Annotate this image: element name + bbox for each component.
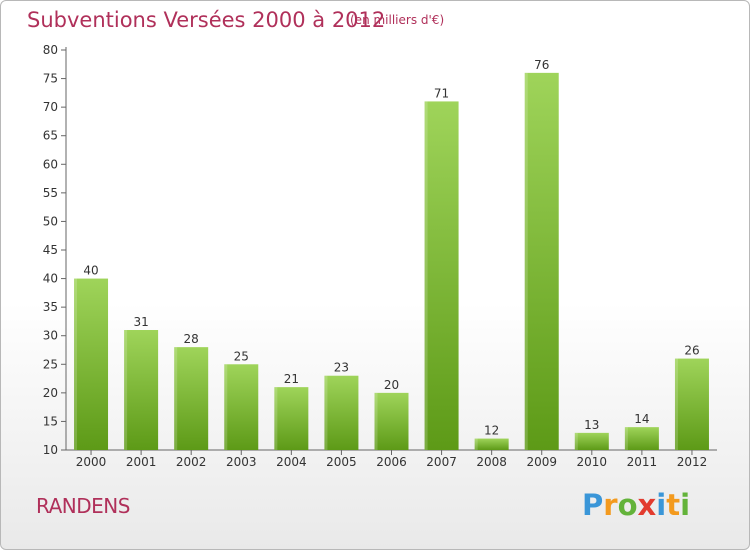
y-tick-label: 75 — [43, 72, 58, 86]
bar — [174, 347, 209, 450]
bar-highlight — [374, 392, 378, 450]
bar — [474, 438, 509, 450]
x-tick-label: 2003 — [226, 455, 257, 469]
bar-highlight — [424, 101, 428, 450]
y-tick-label: 15 — [43, 414, 58, 428]
bar-highlight — [624, 427, 628, 450]
y-tick-label: 40 — [43, 272, 58, 286]
x-tick-label: 2009 — [526, 455, 557, 469]
bar-highlight — [224, 364, 228, 450]
y-tick-label: 70 — [43, 100, 58, 114]
bar-highlight — [124, 330, 128, 450]
bar — [624, 427, 659, 450]
y-tick-label: 20 — [43, 386, 58, 400]
data-label: 26 — [684, 344, 699, 358]
x-tick-label: 2010 — [577, 455, 608, 469]
x-tick-label: 2001 — [126, 455, 157, 469]
y-tick-label: 80 — [43, 43, 58, 57]
data-label: 21 — [284, 372, 299, 386]
bar — [674, 358, 709, 450]
x-tick-label: 2002 — [176, 455, 207, 469]
bar-highlight — [674, 358, 678, 450]
bar-highlight — [74, 278, 78, 450]
x-tick-label: 2008 — [476, 455, 507, 469]
chart-unit: (en milliers d'€) — [350, 13, 445, 27]
data-label: 12 — [484, 424, 499, 438]
bar — [74, 278, 109, 450]
bar — [424, 101, 459, 450]
bar-highlight — [274, 387, 278, 450]
x-tick-label: 2011 — [627, 455, 658, 469]
y-tick-label: 10 — [43, 443, 58, 457]
bar — [524, 72, 559, 450]
bar — [124, 330, 159, 450]
bar-highlight — [324, 375, 328, 450]
commune-name: RANDENS — [36, 494, 130, 518]
y-tick-label: 50 — [43, 214, 58, 228]
bar — [374, 392, 409, 450]
bar — [224, 364, 259, 450]
data-label: 23 — [334, 361, 349, 375]
y-tick-label: 45 — [43, 243, 58, 257]
data-label: 76 — [534, 58, 549, 72]
bar-highlight — [524, 72, 528, 450]
x-tick-label: 2004 — [276, 455, 307, 469]
y-tick-label: 55 — [43, 186, 58, 200]
bar-highlight — [574, 432, 578, 450]
x-tick-label: 2000 — [76, 455, 107, 469]
y-tick-label: 35 — [43, 300, 58, 314]
x-tick-label: 2005 — [326, 455, 357, 469]
x-tick-label: 2012 — [677, 455, 708, 469]
data-label: 14 — [634, 412, 649, 426]
data-label: 71 — [434, 86, 449, 100]
bar — [274, 387, 309, 450]
y-tick-label: 25 — [43, 357, 58, 371]
data-label: 20 — [384, 378, 399, 392]
x-tick-label: 2006 — [376, 455, 407, 469]
data-label: 25 — [234, 349, 249, 363]
bar-highlight — [474, 438, 478, 450]
bar — [324, 375, 359, 450]
chart-title: Subventions Versées 2000 à 2012 — [27, 8, 386, 32]
data-label: 13 — [584, 418, 599, 432]
y-tick-label: 60 — [43, 157, 58, 171]
bar-highlight — [174, 347, 178, 450]
y-tick-label: 65 — [43, 129, 58, 143]
data-label: 40 — [83, 264, 98, 278]
x-tick-label: 2007 — [426, 455, 457, 469]
y-tick-label: 30 — [43, 329, 58, 343]
bar — [574, 432, 609, 450]
proxiti-logo[interactable]: Proxiti — [582, 488, 691, 522]
data-label: 31 — [133, 315, 148, 329]
data-label: 28 — [184, 332, 199, 346]
